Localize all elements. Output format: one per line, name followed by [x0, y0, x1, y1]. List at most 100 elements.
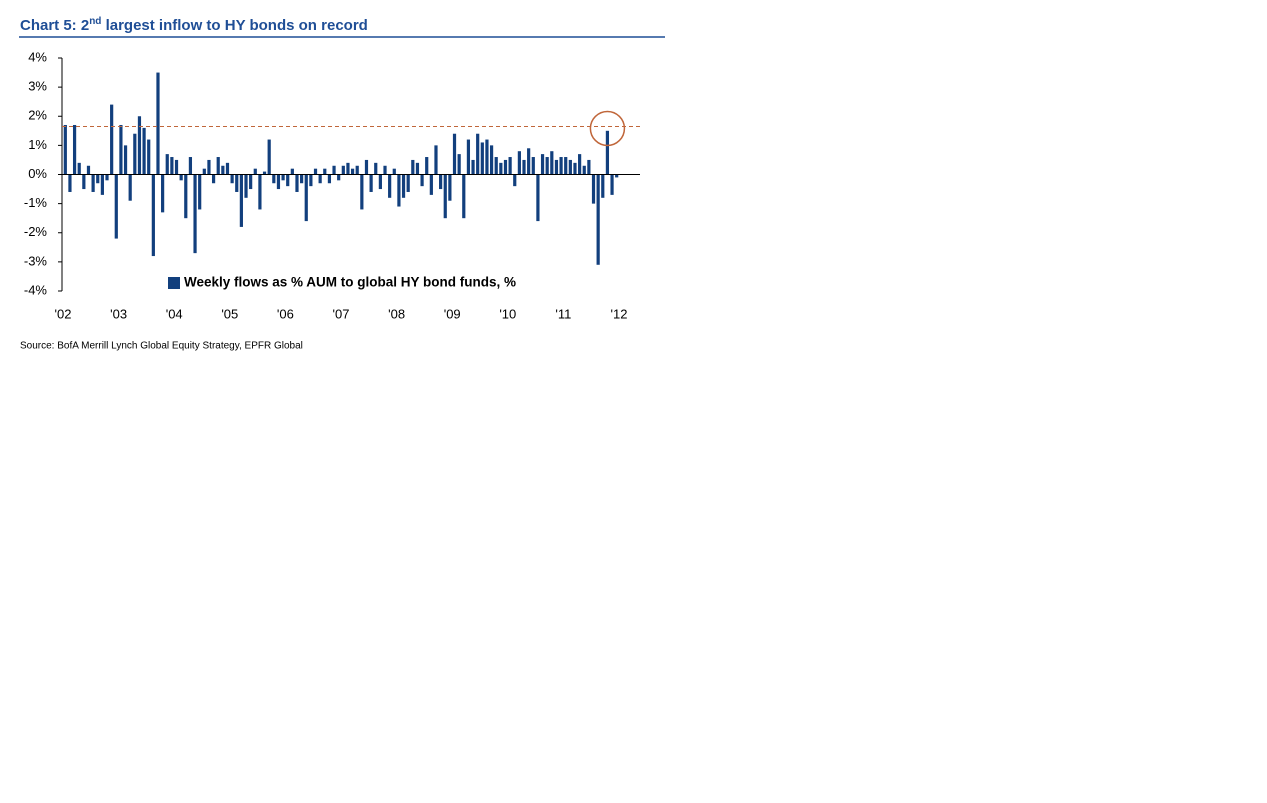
bar — [225, 162, 230, 175]
y-tick-label: -1% — [24, 195, 48, 210]
bar — [77, 162, 81, 175]
bar — [119, 124, 123, 175]
x-tick-label: '05 — [221, 306, 238, 321]
bar — [332, 165, 336, 175]
bar — [601, 174, 605, 198]
bar — [68, 174, 72, 192]
bar — [485, 139, 489, 175]
y-tick-label: 1% — [28, 137, 47, 152]
bar — [466, 139, 471, 175]
bar — [364, 159, 369, 175]
bar — [262, 171, 267, 175]
bar — [249, 174, 253, 190]
title-part: Chart 5: 2 — [20, 17, 89, 34]
x-tick-label: '08 — [388, 306, 405, 321]
bar — [174, 159, 179, 175]
bar — [360, 174, 364, 210]
bar — [96, 174, 100, 184]
bar — [170, 157, 174, 175]
bar — [253, 168, 257, 175]
bar — [489, 145, 494, 175]
bar — [573, 162, 577, 175]
bar — [578, 154, 582, 175]
bar — [114, 174, 118, 239]
legend-swatch — [168, 277, 180, 289]
bar — [476, 133, 480, 175]
bar — [494, 157, 498, 175]
chart-title: Chart 5: 2nd largest inflow to HY bonds … — [20, 16, 368, 34]
bar — [63, 124, 67, 175]
bar — [207, 159, 211, 175]
bar — [374, 162, 378, 175]
bar — [110, 104, 114, 175]
bar — [142, 127, 146, 175]
x-tick-label: '06 — [277, 306, 294, 321]
bar — [383, 165, 387, 175]
bar — [221, 165, 225, 175]
source: Source: BofA Merrill Lynch Global Equity… — [20, 341, 303, 352]
y-tick-label: 3% — [28, 79, 47, 94]
x-tick-label: '03 — [110, 306, 127, 321]
bar — [147, 139, 151, 175]
bar — [615, 174, 619, 178]
bar — [397, 174, 401, 207]
bar — [605, 130, 610, 175]
x-tick-label: '04 — [166, 306, 183, 321]
bar — [202, 168, 206, 175]
bar — [235, 174, 239, 192]
bar — [179, 174, 183, 181]
bar — [295, 174, 299, 192]
bar — [480, 142, 484, 175]
bar — [610, 174, 614, 195]
bar — [230, 174, 234, 184]
bar — [439, 174, 443, 190]
bar — [369, 174, 373, 192]
bar — [286, 174, 290, 187]
bar — [587, 159, 591, 175]
bar — [406, 174, 410, 192]
bar — [137, 116, 142, 175]
bar — [420, 174, 424, 187]
bar — [540, 154, 545, 175]
bar — [471, 159, 475, 175]
bar — [559, 157, 563, 175]
bar — [72, 124, 77, 175]
bar — [244, 174, 248, 198]
bar — [82, 174, 86, 190]
bar — [184, 174, 188, 219]
bar — [128, 174, 132, 201]
bar — [300, 174, 304, 184]
bar — [156, 72, 160, 175]
bar — [392, 168, 396, 175]
bar — [123, 145, 128, 175]
bar — [429, 174, 433, 195]
bar — [193, 174, 197, 254]
bar — [596, 174, 600, 265]
title-part: largest inflow to HY bonds on record — [101, 17, 367, 34]
y-tick-label: -2% — [24, 224, 48, 239]
bar — [434, 145, 438, 175]
bar — [165, 154, 169, 175]
y-tick-label: 0% — [28, 166, 47, 181]
bar — [198, 174, 202, 210]
x-tick-label: '10 — [499, 306, 516, 321]
bar — [415, 162, 420, 175]
bar — [105, 174, 109, 181]
bar — [258, 174, 262, 210]
bar — [313, 168, 318, 175]
bar — [290, 168, 294, 175]
bar — [531, 157, 535, 175]
bar — [337, 174, 341, 181]
bar — [527, 148, 531, 175]
bar — [350, 168, 355, 175]
bar — [388, 174, 392, 198]
bar — [281, 174, 285, 181]
bar — [276, 174, 281, 190]
title-sup: nd — [89, 16, 101, 27]
bar — [513, 174, 517, 187]
bar — [272, 174, 276, 184]
bar — [100, 174, 104, 195]
bar — [462, 174, 466, 219]
bar — [304, 174, 308, 222]
